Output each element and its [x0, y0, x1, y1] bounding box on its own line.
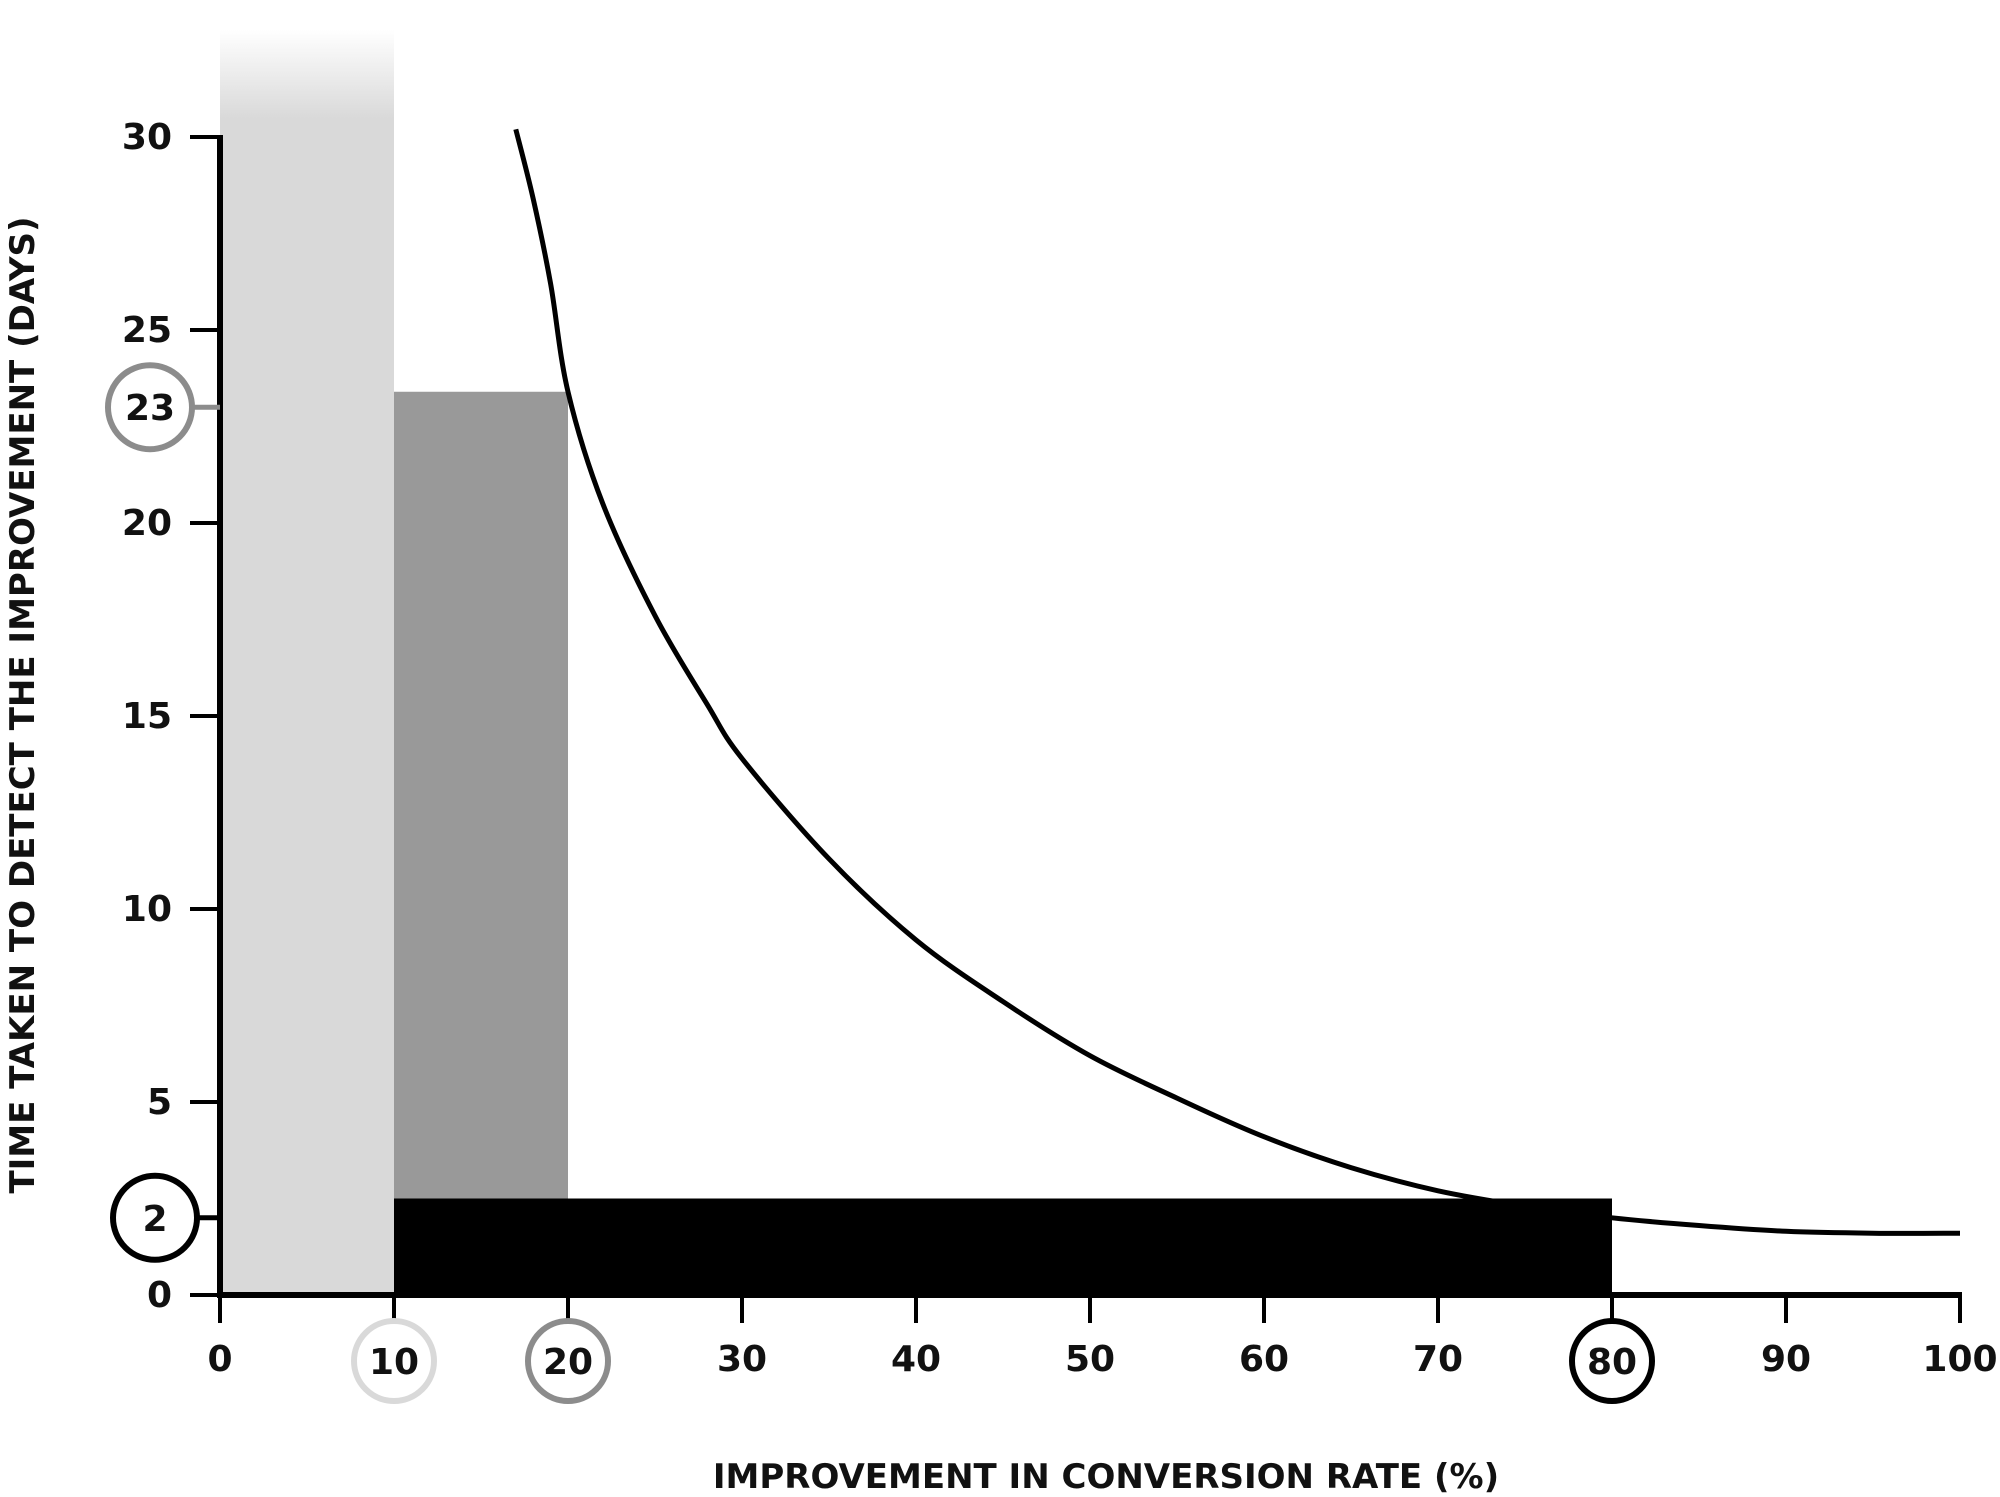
x-callout-label-20: 20: [543, 1342, 593, 1383]
x-tick-label-40: 40: [891, 1339, 941, 1380]
detection-time-curve: [513, 128, 1961, 1236]
y-tick-label-15: 15: [122, 696, 172, 737]
ticks: 0 30 40 50 60 70 90 100 0 5 10 15 20 25 30: [122, 117, 1998, 1380]
y-tick-label-10: 10: [122, 889, 172, 930]
x-callout-circle-80: [1569, 1318, 1655, 1404]
y-callout-circle-2: [110, 1172, 200, 1263]
region-0: [220, 30, 394, 1295]
region-2: [394, 1198, 1612, 1295]
y-tick-label-30: 30: [122, 117, 172, 158]
highlight-callouts: 10 20 80 23 2: [105, 362, 1655, 1404]
x-callout-label-10: 10: [369, 1342, 419, 1383]
y-tick-label-25: 25: [122, 310, 172, 351]
y-tick-label-0: 0: [147, 1275, 172, 1316]
shaded-regions: [220, 30, 1612, 1295]
x-tick-label-70: 70: [1413, 1339, 1463, 1380]
y-tick-label-20: 20: [122, 503, 172, 544]
y-tick-label-5: 5: [147, 1082, 172, 1123]
x-callout-circle-20: [525, 1318, 611, 1404]
x-axis-title: IMPROVEMENT IN CONVERSION RATE (%): [713, 1457, 1499, 1497]
y-axis-title: TIME TAKEN TO DETECT THE IMPROVEMENT (DA…: [3, 216, 43, 1193]
x-callout-label-80: 80: [1587, 1342, 1637, 1383]
x-tick-label-50: 50: [1065, 1339, 1115, 1380]
x-callout-circle-10: [351, 1318, 437, 1404]
x-tick-label-60: 60: [1239, 1339, 1289, 1380]
x-tick-label-0: 0: [207, 1339, 232, 1380]
y-callout-label-2: 2: [142, 1199, 167, 1240]
y-callout-circle-23: [105, 362, 195, 453]
region-1: [394, 391, 568, 1295]
x-tick-label-100: 100: [1922, 1339, 1997, 1380]
y-callout-label-23: 23: [125, 388, 175, 429]
x-tick-label-30: 30: [717, 1339, 767, 1380]
x-tick-label-90: 90: [1761, 1339, 1811, 1380]
curve-layer: [513, 128, 1961, 1236]
